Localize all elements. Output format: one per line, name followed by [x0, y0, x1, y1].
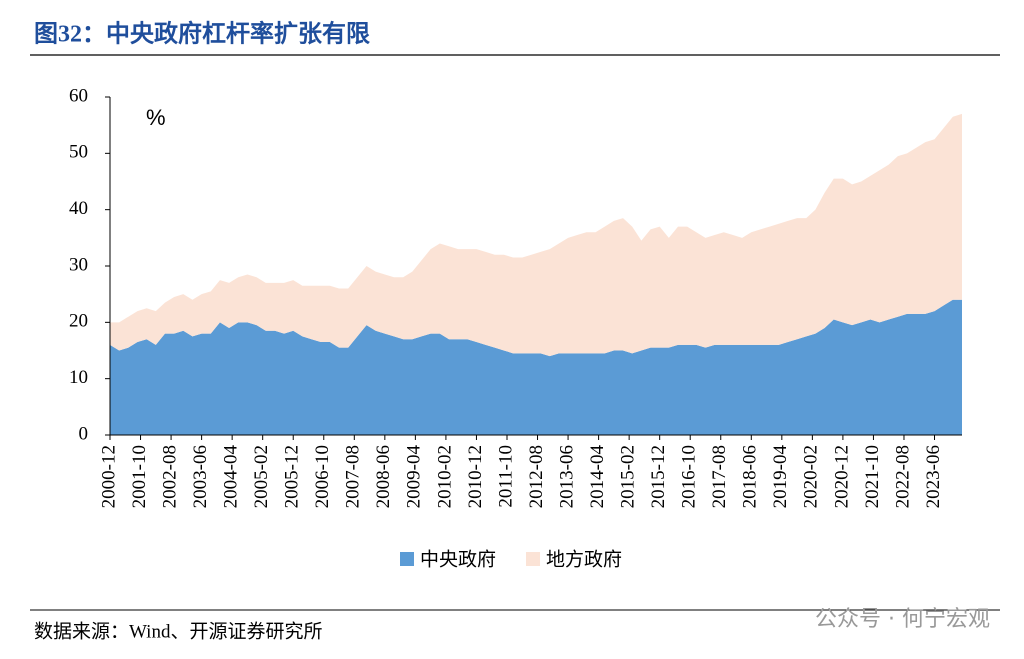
x-tick-label: 2020-02: [801, 445, 822, 508]
legend-swatch: [526, 552, 541, 566]
x-tick-label: 2003-06: [190, 445, 211, 508]
x-tick-label: 2021-10: [862, 445, 883, 508]
legend-label: 中央政府: [420, 549, 496, 571]
x-tick-label: 2013-06: [556, 445, 577, 508]
y-tick-label: 30: [69, 254, 88, 275]
x-tick-label: 2016-10: [679, 445, 700, 508]
legend-swatch: [400, 552, 414, 566]
x-tick-label: 2020-12: [831, 445, 852, 508]
y-tick-label: 50: [69, 142, 88, 163]
source: 数据来源：Wind、开源证券研究所: [34, 620, 322, 642]
x-tick-label: 2004-04: [221, 445, 242, 509]
area: [110, 113, 962, 357]
x-tick-label: 2008-06: [373, 445, 394, 508]
x-tick-label: 2018-06: [740, 445, 761, 508]
x-tick-label: 2005-12: [282, 445, 303, 508]
x-tick-label: 2011-10: [495, 445, 516, 508]
y-tick-label: 40: [69, 198, 88, 219]
legend-label: 地方政府: [546, 549, 622, 571]
x-tick-label: 2022-08: [892, 445, 913, 508]
y-tick-label: 10: [69, 367, 88, 388]
y-tick-label: 0: [79, 423, 89, 444]
y-tick-label: 20: [69, 311, 88, 332]
x-tick-label: 2001-10: [129, 445, 150, 508]
x-tick-label: 2015-02: [617, 445, 638, 508]
y-tick-label: 60: [69, 85, 88, 106]
x-tick-label: 2015-12: [648, 445, 669, 508]
x-tick-label: 2000-12: [98, 445, 119, 508]
x-tick-label: 2023-06: [923, 445, 944, 508]
x-tick-label: 2005-02: [251, 445, 272, 508]
watermark: 公众号 · 何宁宏观: [815, 607, 990, 632]
chart-title: 图32：中央政府杠杆率扩张有限: [34, 20, 370, 48]
x-tick-label: 2012-08: [526, 445, 547, 508]
x-tick-label: 2019-04: [770, 445, 791, 509]
x-tick-label: 2014-04: [587, 445, 608, 509]
x-tick-label: 2002-08: [159, 445, 180, 508]
unit-label: %: [146, 105, 166, 130]
x-tick-label: 2007-08: [343, 445, 364, 508]
x-tick-label: 2009-04: [404, 445, 425, 509]
x-tick-label: 2010-02: [434, 445, 455, 508]
x-tick-label: 2010-12: [465, 445, 486, 508]
area: [110, 299, 962, 435]
x-tick-label: 2006-10: [312, 445, 333, 508]
x-tick-label: 2017-08: [709, 445, 730, 508]
